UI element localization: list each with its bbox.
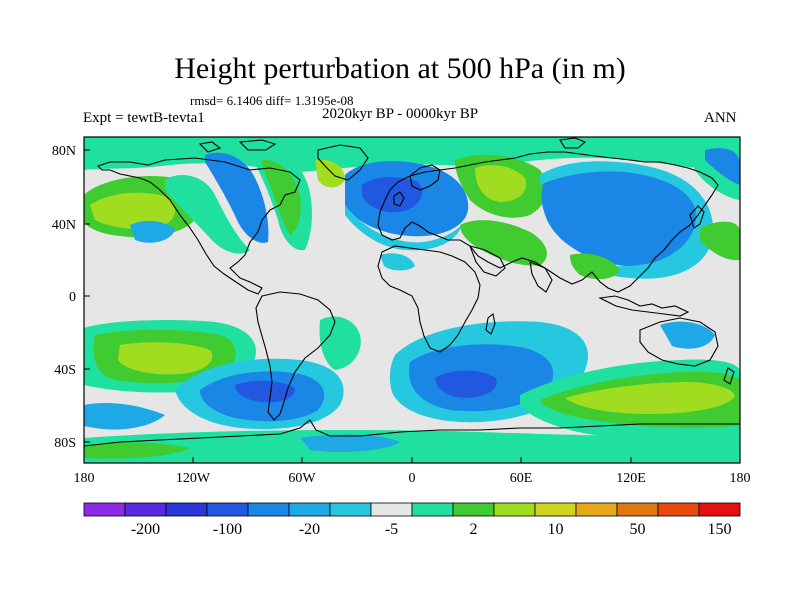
antarctic-light-blue [300,434,400,452]
lat-tick-label: 0 [69,290,76,305]
new-zealand-coast [723,367,735,385]
height-field [84,137,740,463]
south-america-coast [255,291,336,421]
colorbar-label: -100 [213,521,242,538]
lat-tick-label: 40S [54,363,76,378]
asia-cyan-rim [540,161,714,279]
greenland-coast [317,144,369,181]
southern-hemisphere-anomalies [84,316,740,463]
rmsd-diff-stats: rmsd= 6.1406 diff= 1.3195e-08 [190,93,354,108]
indian-ocean-yellow-core [565,382,735,414]
canada-teal-band [165,175,250,254]
north-polar-teal-band [84,137,740,172]
lon-tick-label: 120W [176,471,211,486]
colorbar-swatch [657,502,700,517]
arabia-coast [469,245,506,277]
lon-tick-label: 120E [616,471,646,486]
pacific-blue-east [705,148,740,185]
lat-tick-label: 80S [54,436,76,451]
north-atlantic-yellow [315,159,345,188]
british-isles-coast [393,191,405,207]
colorbar-swatch [124,502,167,517]
south-pacific-yellow-core [118,342,213,375]
latitude-axis: 80N 40N 0 40S 80S [52,144,90,451]
lon-tick-label: 0 [409,471,416,486]
colorbar-swatch [411,502,454,517]
southeast-asia-islands [598,295,690,317]
longitude-axis: 180 120W 60W 0 60E 120E 180 [74,457,751,486]
colorbar-swatch [452,502,495,517]
europe-dark-blue-core [362,177,423,213]
colorbar-swatch [534,502,577,517]
lat-tick-label: 40N [52,218,76,233]
colorbar-label: 150 [708,521,732,538]
experiment-label: Expt = tewtB-tevta1 [83,110,205,126]
atlantic-green-band [262,159,301,235]
north-pacific-west-yellow [90,192,176,229]
colorbar-swatch [288,502,331,517]
colorbar-swatch [329,502,372,517]
asia-blue-low [541,168,701,267]
europe-cyan-rim [345,205,462,251]
lon-tick-label: 180 [730,471,751,486]
colorbar-swatch [206,502,249,517]
colorbar-label: -200 [131,521,160,538]
australia-coast [639,317,719,367]
colorbar-labels: -200 -100 -20 -5 2 10 50 150 [131,521,732,538]
season-label: ANN [704,110,737,126]
japan-coast [689,205,705,229]
colorbar-label: -5 [385,521,398,538]
colorbar-label: 10 [548,521,564,538]
colorbar-swatch [370,502,413,517]
colorbar-swatch [575,502,618,517]
arabia-cyan [380,253,415,271]
pacific-cyan-blob [130,220,175,243]
antarctic-green-west [84,442,190,459]
north-america-blue-band [205,152,269,243]
east-pacific-green [700,221,740,261]
lon-tick-label: 180 [74,471,95,486]
colorbar [83,502,741,517]
south-atlantic-teal [319,316,361,370]
south-atlantic-dark-core [435,370,497,398]
africa-coast [377,245,481,353]
russia-yellow-core [475,165,527,202]
northern-hemisphere-anomalies [84,137,740,280]
colorbar-swatch [247,502,290,517]
lon-tick-label: 60W [288,471,316,486]
lon-tick-label: 60E [510,471,533,486]
colorbar-label: 2 [470,521,478,538]
plot-title: Height perturbation at 500 hPa (in m) [174,52,626,85]
mideast-green-band [460,220,547,266]
colorbar-swatch [616,502,659,517]
india-coast [529,261,553,293]
period-label: 2020kyr BP - 0000kyr BP [321,106,479,122]
coastlines [84,137,740,447]
arctic-islands-coast [198,137,587,153]
colorbar-label: -20 [299,521,320,538]
eurasia-coast [377,151,719,293]
lat-tick-label: 80N [52,144,76,159]
north-america-coast [96,157,301,295]
south-pacific-cyan-east [84,403,165,430]
madagascar-coast [485,313,496,335]
south-america-dark-core [235,380,296,403]
colorbar-swatch [493,502,536,517]
india-green [570,253,620,280]
scandinavia-coast [409,164,441,191]
colorbar-label: 50 [630,521,646,538]
colorbar-swatch [83,502,126,517]
antarctica-coast [84,419,740,447]
australia-cyan [660,321,715,349]
colorbar-swatch [165,502,208,517]
colorbar-swatch [698,502,741,517]
antarctic-teal-band [84,430,740,463]
